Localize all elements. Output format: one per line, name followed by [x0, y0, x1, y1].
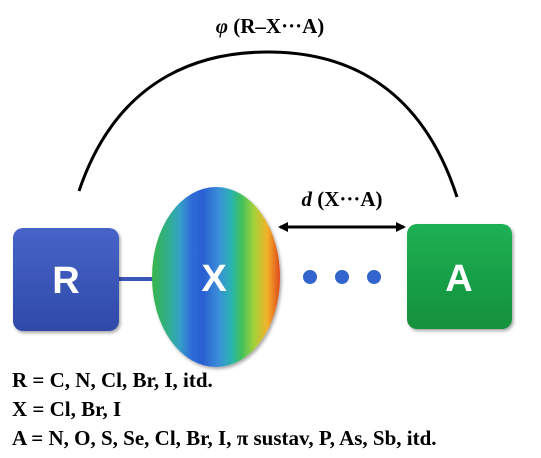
- angle-label-text: (R–X···A): [228, 14, 324, 38]
- distance-label-text: (X···A): [312, 187, 383, 211]
- legend-line-r: R = C, N, Cl, Br, I, itd.: [12, 368, 213, 392]
- a-box: [407, 224, 512, 329]
- angle-arc: [77, 50, 459, 198]
- angle-symbol: φ: [216, 14, 228, 38]
- interaction-dot: [335, 270, 349, 284]
- a-label: A: [445, 258, 472, 300]
- interaction-dot: [367, 270, 381, 284]
- distance-label: d (X···A): [301, 187, 382, 211]
- r-box: [13, 228, 119, 331]
- x-atom-surface: [152, 187, 280, 367]
- definitions-legend: R = C, N, Cl, Br, I, itd. X = Cl, Br, I …: [12, 366, 437, 453]
- distance-symbol: d: [301, 187, 312, 211]
- r-label: R: [52, 260, 79, 302]
- interaction-dot: [303, 270, 317, 284]
- legend-line-x: X = Cl, Br, I: [12, 397, 122, 421]
- x-label: X: [201, 258, 227, 300]
- legend-line-a: A = N, O, S, Se, Cl, Br, I, π sustav, P,…: [12, 426, 437, 450]
- angle-label: φ (R–X···A): [216, 14, 325, 38]
